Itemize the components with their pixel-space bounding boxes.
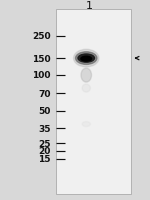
Text: 70: 70	[39, 89, 51, 98]
Ellipse shape	[74, 50, 99, 68]
Text: 35: 35	[39, 124, 51, 133]
Text: 150: 150	[32, 54, 51, 63]
Text: 25: 25	[39, 139, 51, 148]
FancyBboxPatch shape	[56, 10, 130, 194]
Text: 1: 1	[86, 1, 93, 11]
Ellipse shape	[78, 55, 94, 63]
Text: 50: 50	[39, 107, 51, 116]
Text: 250: 250	[32, 32, 51, 41]
Ellipse shape	[81, 69, 92, 83]
Ellipse shape	[81, 57, 92, 62]
Ellipse shape	[82, 122, 90, 127]
Text: 20: 20	[39, 146, 51, 155]
Text: 15: 15	[39, 155, 51, 164]
Ellipse shape	[82, 85, 90, 93]
Text: 100: 100	[33, 71, 51, 80]
Ellipse shape	[76, 53, 97, 65]
